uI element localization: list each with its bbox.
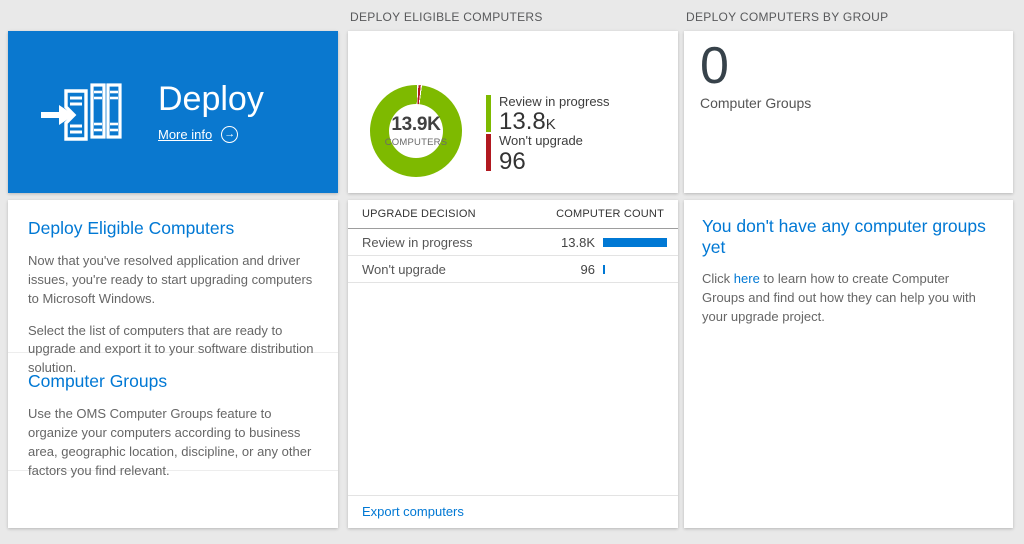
count-bar: [603, 237, 667, 247]
deploy-tile[interactable]: Deploy More info →: [8, 31, 338, 193]
here-link[interactable]: here: [733, 271, 760, 286]
donut-chart-card: 13.9K COMPUTERS Review in progress 13.8K…: [348, 31, 678, 193]
table-row-wont-upgrade[interactable]: Won't upgrade 96: [348, 256, 678, 283]
donut-center-value: 13.9K: [391, 114, 441, 135]
empty-section: [8, 471, 338, 528]
section-paragraph: Use the OMS Computer Groups feature to o…: [28, 406, 312, 478]
table-header-upgrade-decision: UPGRADE DECISION: [362, 208, 476, 220]
donut-chart[interactable]: 13.9K COMPUTERS: [370, 85, 462, 177]
row-count: 96: [580, 261, 595, 277]
more-info-link[interactable]: More info →: [158, 125, 264, 143]
middle-column: DEPLOY ELIGIBLE COMPUTERS 13.9K COMPUTER…: [348, 0, 678, 528]
legend-label: Won't upgrade: [499, 133, 583, 149]
count-bar-track: [603, 264, 667, 274]
column-header-left: [8, 0, 338, 31]
table-empty-space: [348, 283, 678, 495]
left-info-card: Deploy Eligible Computers Now that you'v…: [8, 200, 338, 528]
legend-item-review-in-progress: Review in progress 13.8K: [486, 94, 610, 136]
no-groups-card: You don't have any computer groups yet C…: [684, 200, 1013, 528]
section-computer-groups: Computer Groups Use the OMS Computer Gro…: [8, 353, 338, 478]
row-count: 13.8K: [561, 234, 595, 250]
arrow-right-circle-icon: →: [221, 125, 239, 143]
legend-swatch-red: [486, 134, 491, 172]
section-paragraph: Select the list of computers that are re…: [28, 322, 314, 376]
no-groups-heading: You don't have any computer groups yet: [702, 216, 986, 257]
column-header-computers-by-group: DEPLOY COMPUTERS BY GROUP: [686, 10, 889, 24]
legend-value: 96: [499, 147, 526, 175]
computer-groups-count-label: Computer Groups: [700, 94, 812, 111]
right-column: DEPLOY COMPUTERS BY GROUP 0 Computer Gro…: [684, 0, 1013, 528]
legend-label: Review in progress: [499, 94, 610, 109]
section-paragraph: Now that you've resolved application and…: [28, 253, 313, 306]
tile-title: Deploy: [158, 80, 264, 119]
left-column: Deploy More info → Deploy Eligible Compu…: [8, 0, 338, 528]
no-groups-paragraph: Click here to learn how to create Comput…: [702, 271, 976, 324]
section-heading: Computer Groups: [28, 371, 168, 391]
donut-center-label: COMPUTERS: [384, 137, 448, 148]
count-bar-track: [603, 237, 667, 247]
upgrade-decision-table-card: UPGRADE DECISION COMPUTER COUNT Review i…: [348, 200, 678, 528]
legend-swatch-green: [486, 95, 491, 132]
row-decision: Won't upgrade: [362, 261, 446, 277]
section-heading: Deploy Eligible Computers: [28, 218, 235, 238]
chart-legend: Review in progress 13.8K Won't upgrade 9…: [486, 94, 610, 175]
legend-value: 13.8K: [499, 108, 556, 136]
table-row-review-in-progress[interactable]: Review in progress 13.8K: [348, 229, 678, 256]
computer-groups-count-card: 0 Computer Groups: [684, 31, 1013, 193]
table-header-row: UPGRADE DECISION COMPUTER COUNT: [348, 200, 678, 229]
section-deploy-eligible-computers: Deploy Eligible Computers Now that you'v…: [8, 200, 338, 375]
row-decision: Review in progress: [362, 234, 473, 250]
column-header-eligible-computers: DEPLOY ELIGIBLE COMPUTERS: [350, 10, 543, 24]
legend-item-wont-upgrade: Won't upgrade 96: [486, 133, 610, 175]
more-info-label: More info: [158, 126, 213, 142]
tile-text: Deploy More info →: [158, 80, 264, 143]
deploy-icon: [41, 83, 122, 141]
table-header-computer-count: COMPUTER COUNT: [556, 208, 664, 220]
export-computers-link[interactable]: Export computers: [348, 495, 678, 528]
donut-center: 13.9K COMPUTERS: [385, 104, 447, 158]
count-bar: [603, 264, 605, 274]
computer-groups-count: 0: [700, 37, 729, 95]
